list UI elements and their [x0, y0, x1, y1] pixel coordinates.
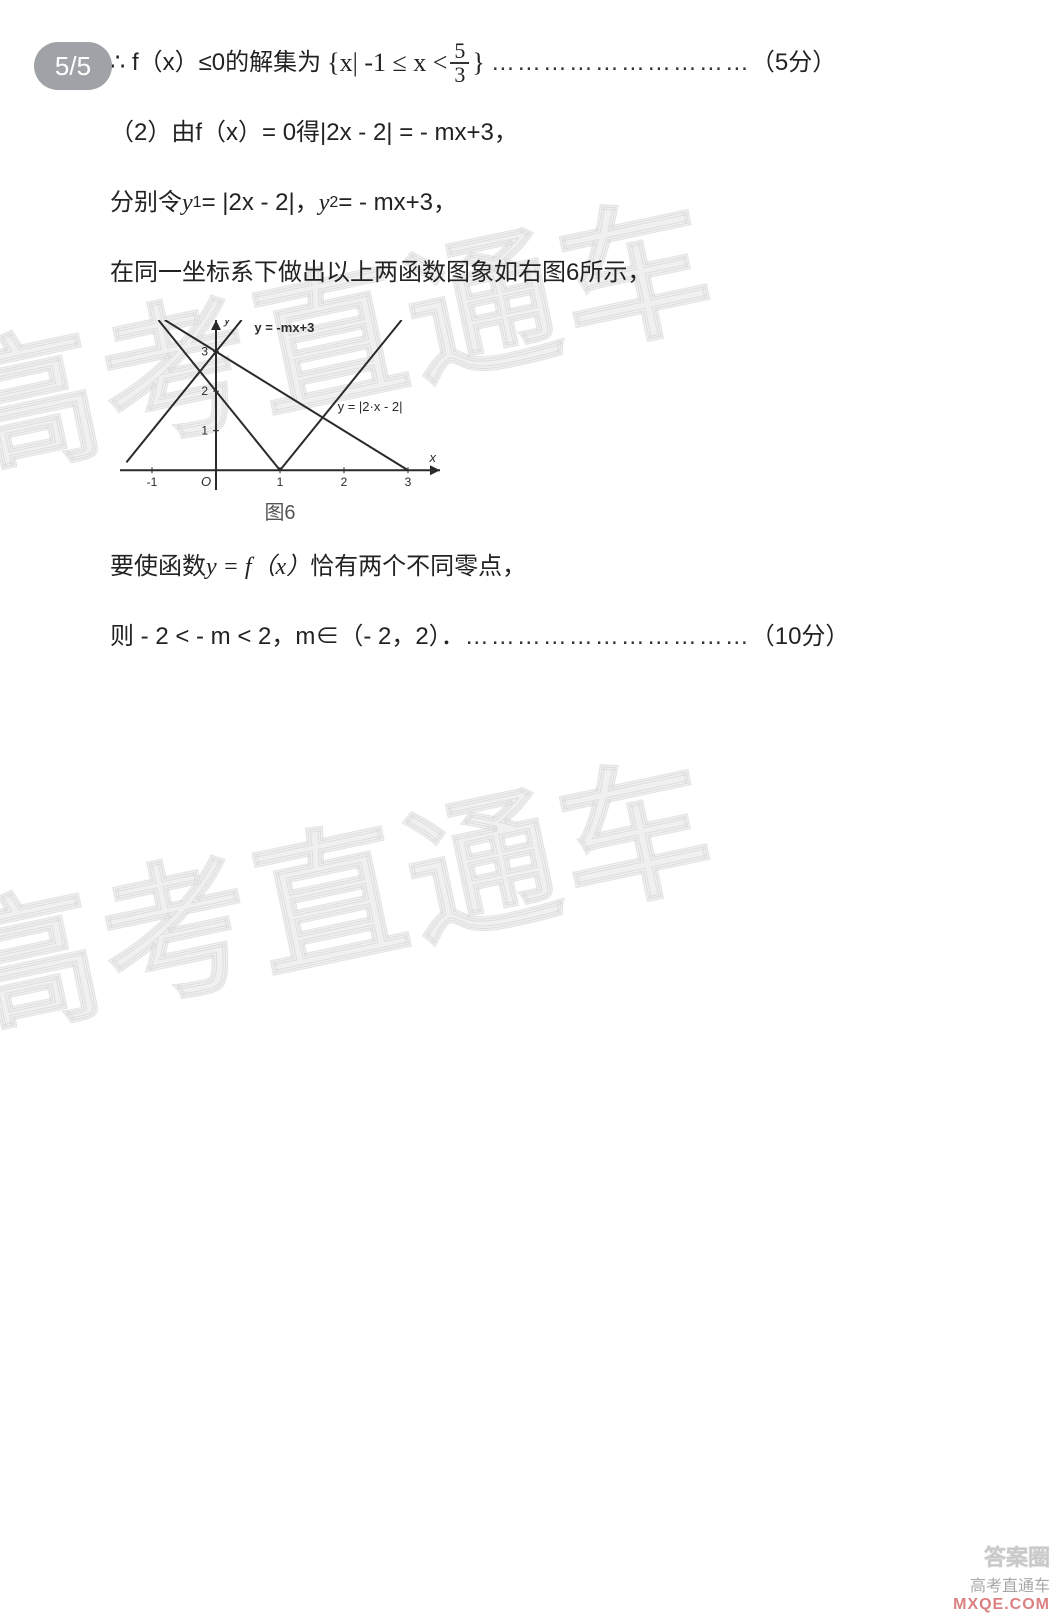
- line3-c: = |2x - 2|，: [202, 180, 319, 226]
- brace-close: }: [472, 40, 484, 86]
- line1-prefix: ∴ f（x）≤0的解集为: [110, 40, 321, 86]
- svg-text:2: 2: [201, 384, 208, 398]
- watermark-lower: 高考直通车: [0, 701, 734, 1075]
- figure-caption: 图6: [120, 490, 440, 536]
- svg-text:y = -mx+3: y = -mx+3: [254, 320, 314, 335]
- footer-bot: MXQE.COM: [953, 1596, 1050, 1614]
- figure-6: -1123O123yxy = -mx+3y = |2·x - 2| 图6: [120, 320, 1024, 536]
- line-3: 分别令 y1 = |2x - 2|， y2 = - mx+3，: [110, 180, 1024, 226]
- line1-score: （5分）: [751, 40, 836, 86]
- line-1: ∴ f（x）≤0的解集为 { x | -1 ≤ x < 5 3 } …………………: [110, 40, 1024, 86]
- svg-text:1: 1: [201, 424, 208, 438]
- line5-a: 要使函数: [110, 544, 206, 590]
- fraction-5-3: 5 3: [450, 40, 469, 86]
- footer-watermark: 答案圈 高考直通车 MXQE.COM: [953, 1540, 1050, 1614]
- svg-text:y = |2·x - 2|: y = |2·x - 2|: [338, 399, 403, 414]
- solution-set: { x | -1 ≤ x < 5 3 }: [327, 40, 485, 86]
- footer-mid: 高考直通车: [953, 1572, 1050, 1596]
- line3-y1: y: [182, 180, 193, 226]
- line3-a: 分别令: [110, 180, 182, 226]
- figure-svg: -1123O123yxy = -mx+3y = |2·x - 2|: [120, 320, 440, 490]
- brace-open: {: [327, 40, 339, 86]
- svg-text:x: x: [429, 450, 437, 465]
- line5-c: 恰有两个不同零点，: [310, 544, 526, 590]
- svg-text:1: 1: [277, 475, 284, 489]
- line3-sub1: 1: [193, 180, 202, 226]
- line6-a: 则 - 2 < - m < 2，m∈（- 2，2）．: [110, 614, 465, 660]
- set-var: x: [340, 40, 353, 86]
- line-2: （2）由f（x）= 0得|2x - 2| = - mx+3，: [110, 110, 1024, 156]
- page-counter-badge: 5/5: [34, 42, 112, 90]
- set-mid: | -1 ≤ x <: [353, 40, 448, 86]
- line6-dots: ……………………………: [465, 614, 751, 660]
- line3-e: = - mx+3，: [338, 180, 457, 226]
- line4-text: 在同一坐标系下做出以上两函数图象如右图6所示，: [110, 250, 651, 296]
- svg-text:3: 3: [405, 475, 412, 489]
- line6-score: （10分）: [751, 614, 850, 660]
- line-5: 要使函数 y = f（x） 恰有两个不同零点，: [110, 544, 1024, 590]
- line-4: 在同一坐标系下做出以上两函数图象如右图6所示，: [110, 250, 1024, 296]
- svg-text:O: O: [201, 474, 211, 489]
- line3-y2: y: [319, 180, 330, 226]
- footer-top: 答案圈: [953, 1540, 1050, 1572]
- frac-den: 3: [450, 64, 469, 86]
- answer-content: ∴ f（x）≤0的解集为 { x | -1 ≤ x < 5 3 } …………………: [110, 40, 1024, 684]
- line3-sub2: 2: [329, 180, 338, 226]
- svg-text:-1: -1: [147, 475, 158, 489]
- svg-text:y: y: [223, 320, 232, 327]
- svg-text:2: 2: [341, 475, 348, 489]
- line1-dots: …………………………: [491, 40, 751, 86]
- frac-num: 5: [450, 40, 469, 64]
- line-6: 则 - 2 < - m < 2，m∈（- 2，2）． …………………………… （…: [110, 614, 1024, 660]
- line2-text: （2）由f（x）= 0得|2x - 2| = - mx+3，: [110, 110, 518, 156]
- line5-b: y = f（x）: [206, 544, 310, 590]
